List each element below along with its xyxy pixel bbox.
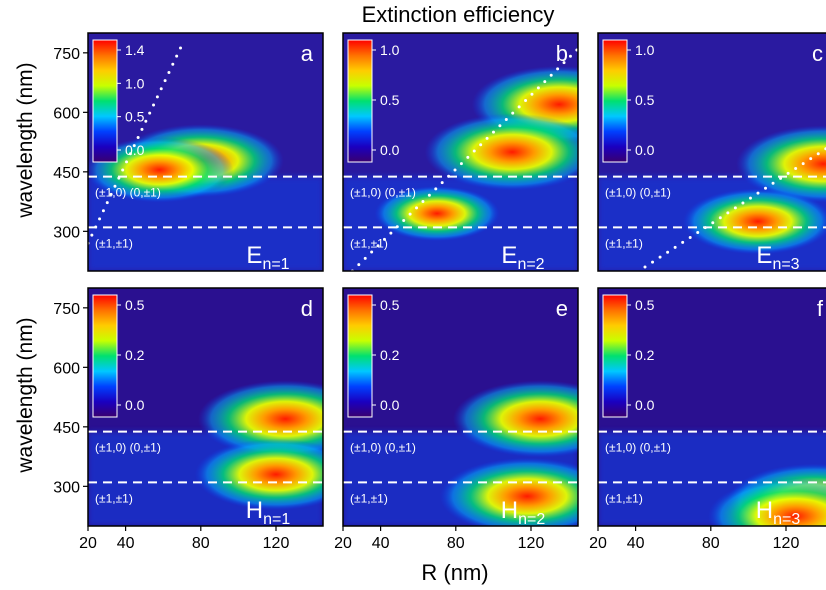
colorbar: [92, 39, 118, 163]
line-label-lower: (±1,±1): [95, 491, 133, 505]
x-tick-label: 80: [702, 535, 720, 552]
line-label-upper: (±1,0) (0,±1): [95, 186, 161, 200]
heatmap-hotspot: [194, 438, 323, 511]
heatmap-hotspot: [439, 457, 578, 526]
x-tick-label: 20: [79, 535, 97, 552]
colorbar-tick-label: 0.2: [380, 347, 400, 363]
figure-title: Extinction efficiency: [362, 2, 555, 27]
panel-c: (±1,0) (0,±1) (±1,±1) 1.0 0.5 0.0 c En=3: [597, 32, 826, 273]
line-label-lower: (±1,±1): [350, 236, 388, 250]
x-tick-label: 120: [773, 535, 800, 552]
x-tick-label: 120: [518, 535, 545, 552]
y-tick-label: 600: [53, 360, 80, 377]
colorbar-tick-label: 1.4: [125, 42, 145, 58]
panel-letter: b: [556, 41, 568, 66]
x-tick-label: 120: [263, 535, 290, 552]
x-tick-label: 20: [589, 535, 607, 552]
colorbar-tick-label: 0.5: [635, 92, 655, 108]
mode-label: Hn=2: [501, 497, 546, 528]
mode-label: En=1: [246, 242, 289, 273]
colorbar-tick-label: 0.0: [125, 397, 145, 413]
heatmap-hotspot: [424, 113, 578, 191]
panel-a: (±1,0) (0,±1) (±1,±1) 1.4 1.0 0.5 0.0 a En=1 300…: [53, 32, 324, 273]
colorbar-tick-label: 0.0: [380, 397, 400, 413]
colorbar-tick-label: 0.5: [125, 109, 145, 125]
y-tick-label: 600: [53, 105, 80, 122]
y-tick-label: 450: [53, 420, 80, 437]
panel-b: (±1,0) (0,±1) (±1,±1) 1.0 0.5 0.0 b En=2: [342, 32, 579, 273]
y-tick-label: 750: [53, 301, 80, 318]
line-label-lower: (±1,±1): [95, 236, 133, 250]
colorbar-tick-label: 1.0: [635, 42, 655, 58]
colorbar-tick-label: 0.5: [635, 297, 655, 313]
diagonal-dotted-line: [643, 146, 826, 269]
plot-frame: [342, 287, 579, 527]
heatmap-hotspot: [197, 380, 323, 458]
colorbar-tick-label: 1.0: [125, 75, 145, 91]
panel-letter: e: [556, 296, 568, 321]
heatmap-hotspot: [736, 125, 826, 203]
plot-frame: [342, 32, 579, 272]
mode-label: En=2: [501, 242, 544, 273]
panel-letter: c: [812, 41, 823, 66]
panel-e: (±1,0) (0,±1) (±1,±1) 0.5 0.2 0.0 e Hn=2 20 40 80…: [334, 287, 579, 552]
x-tick-label: 80: [447, 535, 465, 552]
colorbar-tick-label: 1.0: [380, 42, 400, 58]
heatmap-hotspot: [707, 477, 826, 526]
colorbar-tick-label: 0.0: [380, 142, 400, 158]
plot-frame: [597, 32, 826, 272]
y-axis-label-top: wavelength (nm): [14, 62, 37, 218]
colorbar-tick-label: 0.5: [380, 92, 400, 108]
mode-label: En=3: [756, 242, 799, 273]
colorbar: [92, 294, 118, 418]
line-label-upper: (±1,0) (0,±1): [95, 441, 161, 455]
colorbar-tick-label: 0.0: [125, 142, 145, 158]
diagonal-dotted-line: [350, 47, 578, 271]
plot-frame: [87, 287, 324, 527]
panel-f: (±1,0) (0,±1) (±1,±1) 0.5 0.2 0.0 f Hn=3 20 40 80…: [589, 287, 826, 552]
diagonal-dotted-line: [88, 43, 184, 245]
heatmap-hotspot: [682, 188, 826, 255]
line-label-lower: (±1,±1): [350, 491, 388, 505]
colorbar: [602, 39, 628, 163]
plot-frame: [597, 287, 826, 527]
colorbar: [347, 39, 373, 163]
line-label-upper: (±1,0) (0,±1): [350, 441, 416, 455]
mode-label: Hn=3: [756, 497, 801, 528]
x-axis-label: R (nm): [421, 560, 488, 585]
colorbar-tick-label: 0.0: [635, 397, 655, 413]
line-label-lower: (±1,±1): [605, 236, 643, 250]
colorbar-tick-label: 0.5: [380, 297, 400, 313]
y-axis-label-bottom: wavelength (nm): [14, 317, 37, 473]
colorbar: [347, 294, 373, 418]
x-tick-label: 80: [192, 535, 210, 552]
y-tick-label: 300: [53, 224, 80, 241]
panel-letter: a: [301, 41, 314, 66]
colorbar-tick-label: 0.2: [125, 347, 145, 363]
line-label-lower: (±1,±1): [605, 491, 643, 505]
x-tick-label: 20: [334, 535, 352, 552]
x-tick-label: 40: [117, 535, 135, 552]
y-tick-label: 300: [53, 479, 80, 496]
y-tick-label: 750: [53, 46, 80, 63]
heatmap-hotspot: [88, 137, 234, 203]
line-label-upper: (±1,0) (0,±1): [605, 186, 671, 200]
colorbar: [602, 294, 628, 418]
mode-label: Hn=1: [246, 497, 291, 528]
colorbar-tick-label: 0.2: [635, 347, 655, 363]
y-tick-label: 450: [53, 165, 80, 182]
panel-letter: f: [817, 296, 824, 321]
line-label-upper: (±1,0) (0,±1): [350, 186, 416, 200]
x-tick-label: 40: [372, 535, 390, 552]
colorbar-tick-label: 0.0: [635, 142, 655, 158]
panel-d: (±1,0) (0,±1) (±1,±1) 0.5 0.2 0.0 d Hn=1 300 450…: [53, 287, 324, 552]
plot-frame: [87, 32, 324, 272]
line-label-upper: (±1,0) (0,±1): [605, 441, 671, 455]
colorbar-tick-label: 0.5: [125, 297, 145, 313]
x-tick-label: 40: [627, 535, 645, 552]
heatmap-hotspot: [452, 380, 578, 458]
panel-letter: d: [301, 296, 313, 321]
